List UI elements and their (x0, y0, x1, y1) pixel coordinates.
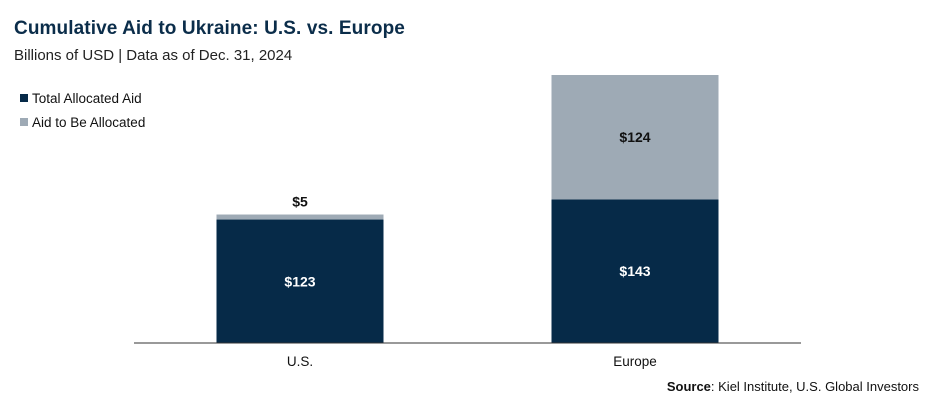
bar-u-s-to-be-allocated (216, 214, 384, 220)
data-label-u-s-to-be-allocated: $5 (292, 194, 308, 210)
chart-subtitle: Billions of USD | Data as of Dec. 31, 20… (14, 47, 293, 64)
legend-swatch-to-be-allocated (20, 118, 28, 126)
legend: Total Allocated Aid Aid to Be Allocated (20, 86, 145, 134)
legend-label-to-be-allocated: Aid to Be Allocated (32, 114, 146, 130)
bar-europe-to-be-allocated (551, 75, 719, 200)
x-tick-label-u-s: U.S. (287, 354, 313, 369)
data-label-europe-allocated: $143 (619, 263, 650, 279)
data-label-u-s-allocated: $123 (284, 273, 315, 289)
legend-item-to-be-allocated: Aid to Be Allocated (20, 110, 145, 134)
x-tick-label-europe: Europe (613, 354, 657, 369)
chart-title: Cumulative Aid to Ukraine: U.S. vs. Euro… (14, 18, 405, 39)
bar-europe-allocated (551, 199, 719, 343)
legend-swatch-allocated (20, 94, 28, 102)
source-note: Source: Kiel Institute, U.S. Global Inve… (667, 379, 919, 394)
bar-u-s-allocated (216, 219, 384, 343)
source-text: : Kiel Institute, U.S. Global Investors (710, 379, 919, 394)
legend-item-allocated: Total Allocated Aid (20, 86, 145, 110)
source-label: Source (666, 379, 711, 394)
legend-label-allocated: Total Allocated Aid (32, 90, 142, 106)
data-label-europe-to-be-allocated: $124 (619, 129, 650, 145)
